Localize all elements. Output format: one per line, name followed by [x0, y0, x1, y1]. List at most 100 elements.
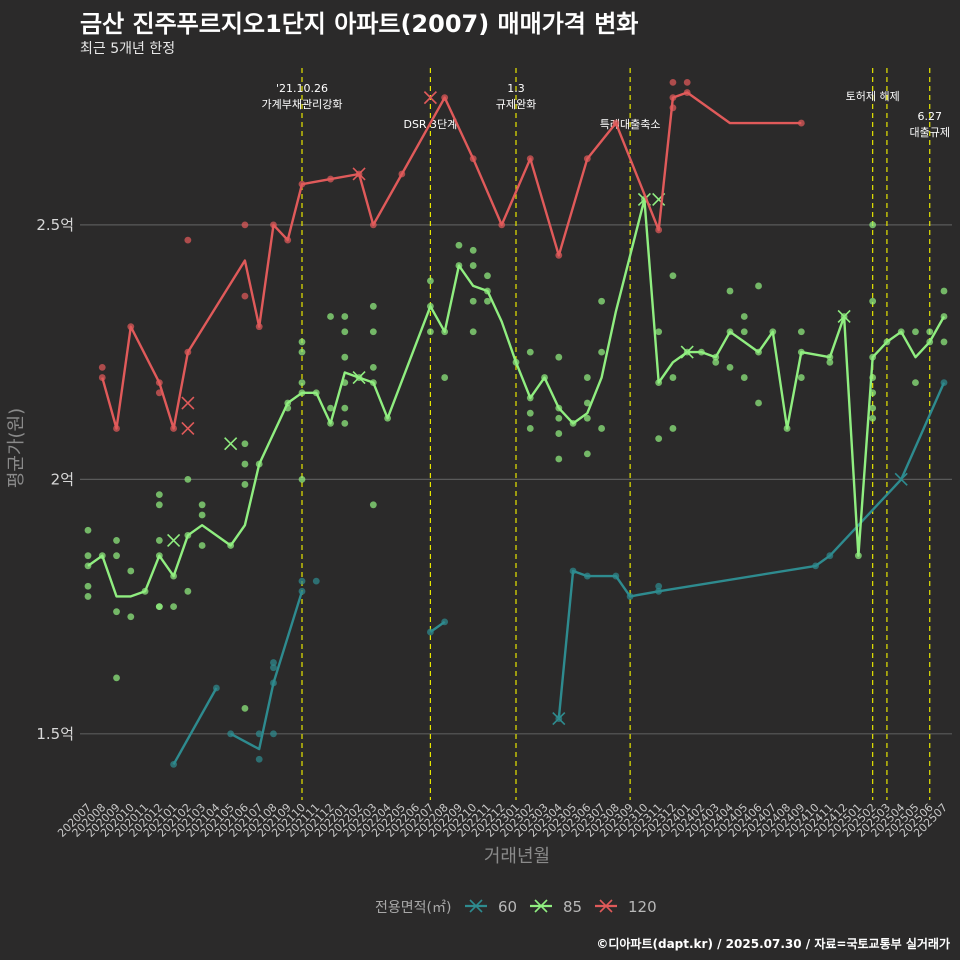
data-point — [455, 262, 463, 269]
data-point — [940, 287, 948, 295]
data-point — [655, 379, 663, 387]
data-point — [213, 684, 220, 692]
data-point — [441, 94, 449, 102]
data-point — [526, 348, 534, 356]
event-label: '21.10.26 — [276, 82, 328, 95]
data-point — [298, 338, 306, 346]
data-point — [469, 155, 477, 163]
data-point — [755, 348, 762, 356]
data-point — [270, 679, 277, 687]
legend-label: 120 — [628, 898, 657, 916]
page-subtitle: 최근 5개년 한정 — [80, 41, 176, 57]
data-point — [298, 587, 306, 595]
data-point — [526, 425, 534, 432]
cross-marker — [167, 533, 181, 547]
data-point — [113, 552, 120, 560]
series-line — [557, 382, 946, 719]
data-point — [241, 704, 249, 712]
data-point — [555, 353, 563, 361]
data-point — [655, 582, 663, 590]
data-point — [341, 379, 349, 387]
y-tick-label: 1.5억 — [36, 725, 74, 743]
data-point — [669, 425, 677, 432]
cross-marker — [352, 167, 366, 181]
data-point — [855, 552, 862, 560]
data-point — [127, 613, 135, 621]
data-point — [341, 313, 349, 320]
data-point — [555, 430, 563, 437]
data-point — [612, 572, 620, 580]
data-point — [669, 104, 677, 112]
data-point — [241, 292, 249, 300]
data-point — [84, 582, 92, 590]
legend-cross — [599, 899, 613, 913]
data-point — [184, 531, 192, 539]
data-point — [869, 389, 877, 397]
data-point — [127, 323, 135, 331]
data-point — [583, 414, 591, 422]
data-point — [427, 328, 434, 336]
data-point — [84, 552, 92, 560]
data-point — [312, 389, 320, 397]
data-point — [669, 94, 677, 102]
data-point — [341, 419, 349, 427]
y-tick-label: 2억 — [51, 470, 74, 488]
cross-marker — [680, 345, 694, 359]
source-caption: ©디아파트(dapt.kr) / 2025.07.30 / 자료=국토교통부 실… — [596, 937, 950, 951]
data-point — [669, 374, 677, 381]
series-line — [101, 91, 802, 430]
data-point — [669, 78, 677, 86]
data-point — [184, 475, 192, 483]
data-point — [327, 175, 334, 183]
cross-marker — [181, 421, 195, 436]
data-point — [469, 262, 477, 269]
cross-marker — [181, 396, 195, 410]
data-point — [583, 374, 591, 381]
data-point — [683, 89, 691, 96]
data-point — [797, 374, 805, 381]
data-point — [712, 358, 720, 366]
data-point — [98, 363, 106, 371]
data-point — [526, 155, 534, 163]
data-point — [755, 282, 762, 290]
data-point — [726, 287, 734, 295]
data-point — [369, 363, 377, 371]
series-line — [172, 687, 218, 765]
data-point — [783, 425, 791, 432]
series-120 — [98, 78, 805, 436]
data-point — [98, 374, 106, 381]
data-point — [797, 348, 805, 356]
data-point — [740, 328, 748, 336]
data-point — [812, 562, 819, 570]
data-point — [441, 374, 449, 381]
data-point — [669, 272, 677, 280]
cross-marker — [637, 192, 651, 206]
data-point — [227, 542, 235, 549]
data-point — [826, 552, 834, 560]
data-point — [869, 414, 877, 422]
data-point — [455, 241, 463, 249]
data-point — [113, 674, 120, 682]
cross-marker — [224, 437, 238, 451]
data-point — [826, 353, 834, 361]
data-point — [369, 501, 377, 509]
data-point — [298, 577, 306, 585]
data-point — [84, 562, 92, 570]
series-60 — [170, 379, 948, 768]
data-point — [583, 450, 591, 458]
data-point — [469, 328, 477, 336]
data-point — [484, 287, 491, 295]
data-point — [84, 526, 92, 534]
data-point — [155, 379, 163, 387]
data-point — [284, 404, 292, 412]
data-point — [569, 419, 577, 427]
data-point — [127, 567, 135, 575]
data-point — [526, 409, 534, 417]
cross-marker — [552, 711, 566, 726]
series-line — [230, 590, 304, 751]
legend-item-85: 85 — [530, 898, 582, 916]
data-point — [912, 328, 919, 336]
cross-marker — [894, 472, 908, 486]
data-point — [298, 180, 306, 188]
